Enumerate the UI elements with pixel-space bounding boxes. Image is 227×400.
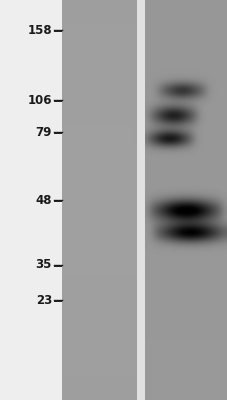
Text: 79: 79: [35, 126, 52, 138]
Text: 35: 35: [35, 258, 52, 272]
Text: 158: 158: [27, 24, 52, 36]
Text: 106: 106: [27, 94, 52, 106]
Text: 48: 48: [35, 194, 52, 206]
Text: 23: 23: [36, 294, 52, 306]
